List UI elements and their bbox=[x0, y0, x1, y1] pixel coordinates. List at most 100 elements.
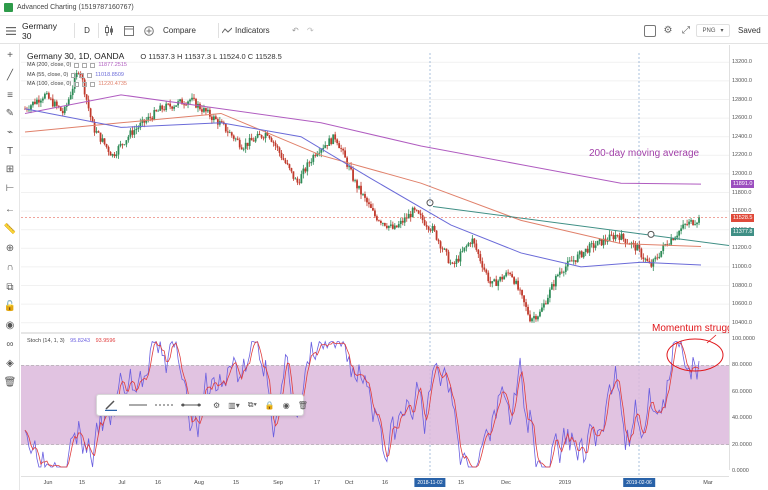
redo-icon[interactable]: ↷ bbox=[307, 26, 314, 35]
settings-gear-icon[interactable]: ⚙ bbox=[213, 400, 221, 410]
candle bbox=[399, 220, 402, 225]
price-axis[interactable] bbox=[729, 45, 768, 470]
candle bbox=[395, 225, 398, 228]
arrow-back-icon[interactable]: ← bbox=[5, 203, 15, 215]
crosshair-icon[interactable]: + bbox=[7, 49, 13, 61]
candle bbox=[383, 222, 386, 226]
candle bbox=[93, 122, 96, 133]
symbol-search[interactable]: Germany 30 bbox=[22, 20, 57, 41]
candle bbox=[477, 249, 480, 255]
line-ends-icon[interactable] bbox=[179, 398, 203, 412]
measure-icon[interactable]: ⊢ bbox=[5, 182, 15, 194]
drawing-mode-icon[interactable]: ⧉ bbox=[6, 281, 14, 293]
close-icon[interactable] bbox=[90, 81, 96, 87]
time-axis[interactable] bbox=[21, 476, 729, 490]
close-icon[interactable] bbox=[90, 62, 96, 68]
candle bbox=[678, 230, 681, 236]
candle bbox=[344, 150, 347, 158]
candle bbox=[507, 272, 510, 274]
candle bbox=[326, 145, 329, 146]
candle bbox=[36, 99, 38, 104]
candle bbox=[364, 194, 366, 198]
candle bbox=[479, 254, 482, 262]
price-tick-label: 11000.0 bbox=[732, 263, 752, 270]
fullscreen-icon[interactable] bbox=[121, 23, 137, 38]
compare-plus-icon[interactable] bbox=[141, 23, 157, 38]
lock-icon[interactable]: 🔒 bbox=[264, 400, 275, 410]
candle bbox=[429, 229, 432, 231]
candle bbox=[278, 147, 281, 153]
annotation-ma200[interactable]: 200-day moving average bbox=[589, 148, 700, 159]
candle bbox=[38, 99, 40, 103]
candle bbox=[634, 243, 637, 251]
snapshot-button[interactable]: PNG ▾ bbox=[696, 24, 730, 37]
text-icon[interactable]: T bbox=[6, 145, 14, 157]
chart-area[interactable] bbox=[21, 45, 729, 490]
line-style-icon[interactable] bbox=[153, 398, 175, 412]
horizontal-lines-icon[interactable]: ≡ bbox=[7, 89, 13, 101]
toolbar-divider bbox=[74, 23, 75, 38]
candle bbox=[407, 213, 410, 219]
settings-icon[interactable] bbox=[82, 62, 88, 68]
indicators-button[interactable]: Indicators bbox=[222, 23, 284, 38]
candle bbox=[59, 107, 62, 111]
candle bbox=[378, 220, 380, 222]
pencil-color-icon[interactable] bbox=[103, 398, 119, 412]
candle bbox=[320, 149, 323, 153]
trash-icon[interactable]: 🗑 bbox=[297, 400, 308, 410]
menu-icon[interactable] bbox=[6, 23, 20, 38]
trash-icon[interactable]: 🗑 bbox=[3, 376, 17, 388]
indicator-row-ma200[interactable]: MA (200, close, 0) 11877.2515 bbox=[27, 62, 127, 68]
visibility-eye-icon[interactable]: ◉ bbox=[282, 400, 290, 410]
candle bbox=[171, 106, 174, 109]
candle bbox=[660, 250, 663, 257]
layout-icon[interactable] bbox=[644, 25, 656, 37]
magnet-icon[interactable]: ∩ bbox=[6, 261, 14, 273]
candle bbox=[121, 143, 124, 145]
pattern-icon[interactable]: ⌁ bbox=[6, 126, 14, 138]
link-icon[interactable]: ∞ bbox=[6, 338, 14, 350]
layers-icon[interactable]: ◈ bbox=[6, 357, 14, 369]
brush-icon[interactable]: ✎ bbox=[5, 107, 15, 119]
settings-icon[interactable] bbox=[79, 72, 85, 78]
candle bbox=[356, 180, 358, 189]
candle bbox=[248, 137, 251, 146]
undo-icon[interactable]: ↶ bbox=[292, 26, 299, 35]
expand-icon[interactable]: ⤢ bbox=[682, 25, 690, 36]
line-width-icon[interactable] bbox=[127, 398, 149, 412]
eye-icon[interactable] bbox=[74, 81, 80, 87]
candle-style-icon[interactable] bbox=[101, 23, 117, 38]
candle bbox=[552, 284, 555, 287]
candle bbox=[53, 101, 56, 107]
indicator-row-ma55[interactable]: MA (55, close, 0) 11018.8509 bbox=[27, 72, 124, 78]
indicator-row-ma100[interactable]: MA (100, close, 0) 11220.4735 bbox=[27, 81, 127, 87]
settings-icon[interactable] bbox=[82, 81, 88, 87]
eye-icon[interactable] bbox=[74, 62, 80, 68]
template-icon[interactable]: ▥▾ bbox=[228, 400, 240, 410]
saved-status[interactable]: Saved bbox=[738, 26, 761, 35]
fib-icon[interactable]: ⊞ bbox=[5, 163, 15, 175]
stoch-legend[interactable]: Stoch (14, 1, 3) 95.8243 93.9596 bbox=[27, 338, 119, 344]
candle bbox=[592, 243, 595, 248]
lock-icon[interactable]: 🔓 bbox=[3, 300, 17, 312]
candle bbox=[101, 138, 104, 142]
trend-line-icon[interactable]: ╱ bbox=[6, 69, 14, 81]
candle bbox=[509, 272, 512, 275]
eye-icon[interactable] bbox=[71, 72, 77, 78]
candle bbox=[650, 262, 653, 267]
eye-icon[interactable]: ◉ bbox=[5, 319, 15, 331]
clone-icon[interactable]: ⧉▾ bbox=[247, 400, 257, 409]
ruler-icon[interactable]: 📏 bbox=[3, 223, 17, 235]
stoch-tick-label: 0.0000 bbox=[732, 468, 749, 474]
legend-symbol[interactable]: Germany 30, 1D, OANDA bbox=[27, 51, 125, 61]
candle bbox=[350, 166, 352, 170]
candle bbox=[596, 240, 599, 246]
annotation-momentum[interactable]: Momentum struggling bbox=[652, 323, 749, 334]
candle bbox=[475, 243, 478, 250]
candle bbox=[381, 222, 384, 224]
interval-selector[interactable]: D bbox=[84, 26, 90, 35]
compare-button[interactable]: Compare bbox=[163, 26, 196, 35]
zoom-in-icon[interactable]: ⊕ bbox=[5, 242, 15, 254]
close-icon[interactable] bbox=[87, 72, 93, 78]
settings-gear-icon[interactable]: ⚙ bbox=[663, 25, 673, 36]
